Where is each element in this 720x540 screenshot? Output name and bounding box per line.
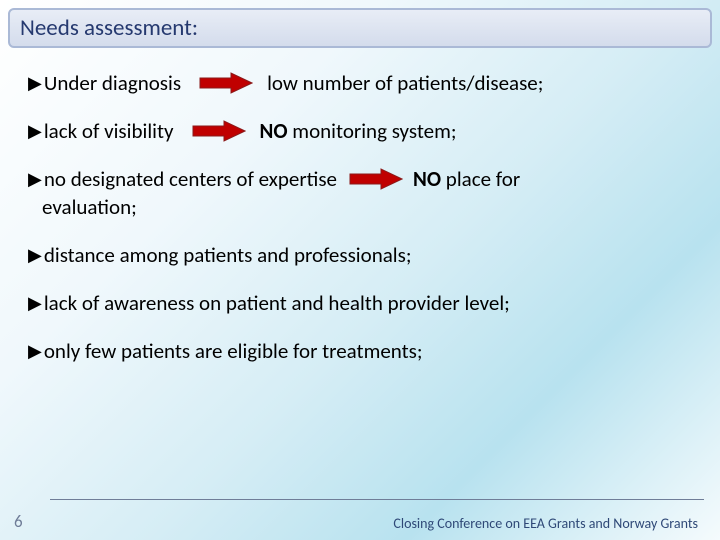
bullet-icon: ▶ (28, 246, 42, 264)
title-bar: Needs assessment: (8, 8, 712, 48)
lead-text-3: no designated centers of expertise (44, 166, 337, 192)
lead-text-2: lack of visibility (44, 118, 174, 144)
bullet-icon: ▶ (28, 170, 42, 188)
footer-divider (50, 499, 704, 500)
bullet-icon: ▶ (28, 122, 42, 140)
content-area: ▶ Under diagnosis low number of patients… (0, 48, 720, 364)
bullet-row-4: ▶ distance among patients and profession… (28, 242, 698, 268)
page-number: 6 (14, 511, 23, 532)
result-text-1: low number of patients/disease; (267, 70, 543, 96)
result-bold-3: NO (413, 166, 441, 192)
lead-text-1: Under diagnosis (44, 70, 181, 96)
result-tail-3: place for (441, 166, 520, 192)
bullet-icon: ▶ (28, 294, 42, 312)
arrow-icon (349, 168, 403, 190)
bullet-row-6: ▶ only few patients are eligible for tre… (28, 338, 698, 364)
bullet-row-3: ▶ no designated centers of expertise NO … (28, 166, 698, 220)
bullet-row-2: ▶ lack of visibility NO monitoring syste… (28, 118, 698, 144)
result-tail-2: monitoring system; (288, 118, 457, 144)
simple-text-2: lack of awareness on patient and health … (44, 290, 510, 316)
bullet-icon: ▶ (28, 342, 42, 360)
arrow-icon (192, 120, 246, 142)
arrow-icon (199, 72, 253, 94)
footer-text: Closing Conference on EEA Grants and Nor… (393, 515, 698, 532)
result-cont-3: evaluation; (42, 194, 698, 220)
bullet-row-5: ▶ lack of awareness on patient and healt… (28, 290, 698, 316)
result-bold-2: NO (260, 118, 288, 144)
bullet-icon: ▶ (28, 74, 42, 92)
slide-title: Needs assessment: (20, 14, 700, 42)
bullet-row-1: ▶ Under diagnosis low number of patients… (28, 70, 698, 96)
simple-text-1: distance among patients and professional… (44, 242, 412, 268)
simple-text-3: only few patients are eligible for treat… (44, 338, 423, 364)
